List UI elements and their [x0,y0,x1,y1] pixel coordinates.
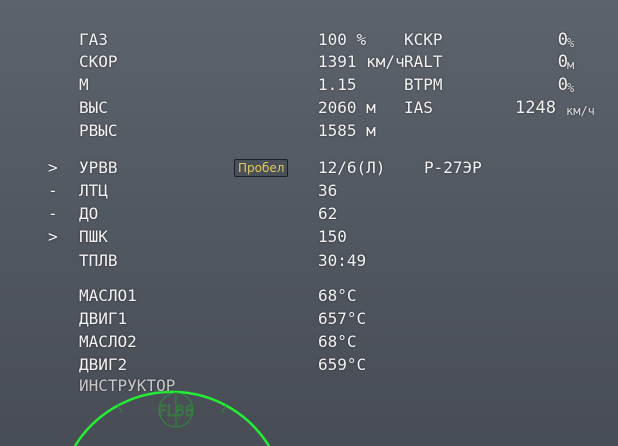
weapon-label: ДО [79,204,99,223]
right-unit: % [567,36,575,50]
key-hint-space: Пробел [234,159,289,177]
right-label: IAS [404,98,433,117]
hud-tick [117,404,123,414]
engine-label: МАСЛО2 [79,332,137,351]
weapon-selector-mark: > [48,227,58,246]
right-label: КСКР [404,30,443,49]
param-label: М [79,75,89,94]
right-unit: м [567,58,575,72]
weapon-label: ТПЛВ [79,251,118,270]
engine-value: 68°C [318,286,357,305]
instructor-label: ИНСТРУКТОР [79,376,176,395]
hud-tick [221,404,227,414]
right-value: 0 [557,75,568,95]
param-value: 1391 км/ч [318,52,405,71]
right-unit: км/ч [566,104,595,118]
right-value: 1248 [515,98,556,118]
engine-value: 659°C [318,355,367,374]
weapon-selector-mark: - [48,204,58,223]
param-value: 1585 м [318,121,376,140]
right-label: RALT [404,52,443,71]
weapon-value: 12/6(Л) [318,158,386,177]
weapon-selector-mark: > [48,158,58,177]
weapon-value: 36 [318,181,338,200]
param-value: 100 % [318,30,367,49]
weapon-value: 62 [318,204,338,223]
param-label: ВЫС [79,98,108,117]
weapon-name: Р-27ЭР [424,158,482,177]
weapon-label: ЛТЦ [79,181,108,200]
param-label: СКОР [79,52,118,71]
param-label: РВЫС [79,121,118,140]
param-value: 1.15 [318,75,357,94]
param-label: ГАЗ [79,30,108,49]
weapon-value: 30:49 [318,251,367,270]
hud-label: FL88 [158,402,194,420]
param-value: 2060 м [318,98,376,117]
right-label: ВТРМ [404,75,443,94]
weapon-value: 150 [318,227,347,246]
weapon-selector-mark: - [48,181,58,200]
right-value: 0 [557,30,568,50]
weapon-label: ПШК [79,227,108,246]
hud-ring [73,390,271,446]
engine-label: ДВИГ1 [79,309,128,328]
engine-value: 657°C [318,309,367,328]
right-unit: % [567,81,575,95]
weapon-label: УРВВ [79,158,118,177]
right-value: 0 [557,52,568,72]
engine-label: МАСЛО1 [79,286,137,305]
engine-value: 68°C [318,332,357,351]
engine-label: ДВИГ2 [79,355,128,374]
